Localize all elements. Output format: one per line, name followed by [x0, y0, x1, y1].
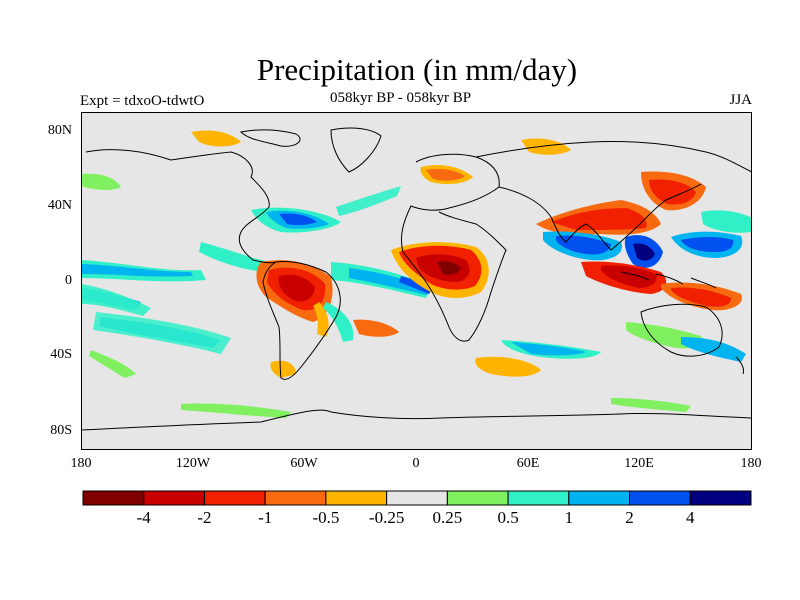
colorbar-tick-label: 2 — [625, 508, 634, 527]
colorbar-tick-label: 0.25 — [432, 508, 463, 527]
plot-title: Precipitation (in mm/day) — [256, 52, 578, 87]
lat-label-40n: 40N — [47, 198, 72, 213]
lat-label-80s: 80S — [50, 423, 72, 438]
colorbar-tick-label: -0.25 — [368, 508, 405, 527]
colorbar-swatch — [264, 490, 327, 506]
colorbar-swatch — [325, 490, 388, 506]
season-label: JJA — [729, 92, 752, 108]
colorbar-swatch — [689, 490, 752, 506]
colorbar-tick-label: -4 — [136, 508, 151, 527]
colorbar-swatch — [203, 490, 266, 506]
colorbar-tick-label: -0.5 — [312, 508, 340, 527]
lon-label-60e: 60E — [516, 456, 540, 471]
colorbar-swatch — [82, 490, 145, 506]
colorbar-swatch — [446, 490, 509, 506]
colorbar-tick-label: -2 — [197, 508, 212, 527]
lon-label-120e: 120E — [624, 456, 654, 471]
lat-label-80n: 80N — [47, 123, 72, 138]
colorbar-swatch — [507, 490, 570, 506]
colorbar-swatch — [386, 490, 448, 506]
colorbar-tick-label: 0.5 — [497, 508, 519, 527]
colorbar — [82, 490, 752, 506]
lon-label-60w: 60W — [290, 456, 318, 471]
colorbar-swatch — [143, 490, 205, 506]
precipitation-map — [81, 112, 752, 450]
lon-label-0: 0 — [412, 456, 420, 471]
lon-label-120w: 120W — [175, 456, 211, 471]
lat-label-0: 0 — [65, 273, 72, 288]
anomaly-patches — [81, 130, 752, 418]
plot-subtitle: 058kyr BP - 058kyr BP — [330, 90, 472, 106]
lat-label-40s: 40S — [50, 347, 72, 362]
colorbar-tick-label: 1 — [564, 508, 574, 527]
map-frame — [81, 112, 752, 450]
colorbar-swatch — [629, 490, 691, 506]
colorbar-tick-label: -1 — [258, 508, 273, 527]
lon-label-180w: 180 — [70, 456, 92, 471]
colorbar-tick-label: 4 — [686, 508, 695, 527]
lon-label-180e: 180 — [740, 456, 762, 471]
experiment-label: Expt = tdxoO-tdwtO — [80, 93, 205, 109]
colorbar-swatch — [568, 490, 631, 506]
coastlines — [81, 127, 752, 431]
